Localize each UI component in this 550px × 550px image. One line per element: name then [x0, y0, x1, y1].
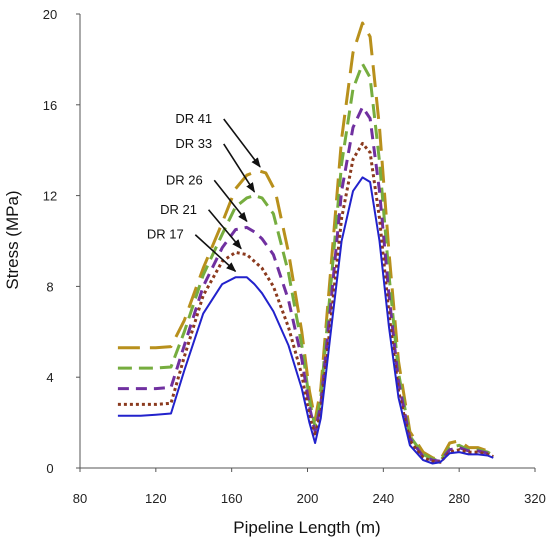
series-line-dr-33: [117, 62, 495, 463]
x-tick-label: 120: [145, 491, 167, 506]
y-tick-label: 12: [43, 189, 57, 204]
y-tick-label: 4: [46, 370, 53, 385]
annotation-label: DR 26: [166, 172, 203, 187]
series-line-dr-21: [117, 141, 494, 464]
x-tick-label: 320: [524, 491, 546, 506]
annotation-label: DR 33: [175, 136, 212, 151]
annotation-label: DR 17: [147, 227, 184, 242]
x-tick-label: 280: [448, 491, 470, 506]
y-tick-label: 20: [43, 7, 57, 22]
y-axis-label: Stress (MPa): [3, 190, 22, 289]
annotation-arrow: [194, 234, 237, 272]
x-tick-label: 200: [297, 491, 319, 506]
series-line-dr-26: [117, 105, 495, 463]
series-layer: [117, 21, 495, 465]
annotation-arrow: [223, 143, 256, 193]
x-axis-label: Pipeline Length (m): [233, 518, 380, 537]
annotation-label: DR 41: [175, 111, 212, 126]
x-tick-label: 80: [73, 491, 87, 506]
annotation-arrow: [207, 209, 242, 250]
annotation-layer: DR 41 DR 33 DR 26 DR 21 DR 17: [147, 111, 261, 272]
annotation-arrow: [213, 179, 248, 223]
annotation-label: DR 21: [160, 202, 197, 217]
y-tick-label: 0: [46, 461, 53, 476]
axis-layer: 80 120 160 200 240 280 320 0 4 8 12 16 20: [43, 7, 546, 506]
y-tick-label: 8: [46, 279, 53, 294]
x-tick-label: 240: [372, 491, 394, 506]
y-tick-label: 16: [43, 98, 57, 113]
annotation-arrow: [223, 118, 261, 168]
series-line-dr-17: [117, 176, 494, 465]
x-tick-label: 160: [221, 491, 243, 506]
